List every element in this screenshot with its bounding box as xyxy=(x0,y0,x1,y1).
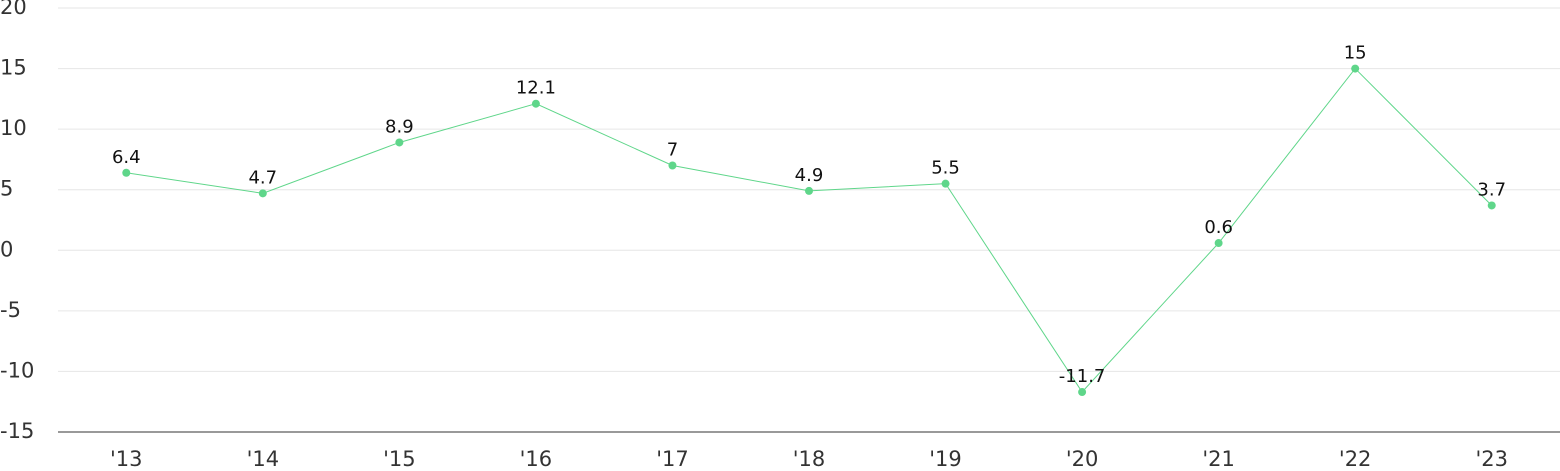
y-tick-label: 20 xyxy=(0,0,27,19)
data-label: 5.5 xyxy=(931,158,960,179)
y-tick-label: 15 xyxy=(0,56,27,80)
x-tick-label: '18 xyxy=(793,447,826,471)
data-label: -11.7 xyxy=(1059,366,1106,387)
x-tick-label: '17 xyxy=(656,447,689,471)
y-tick-label: -5 xyxy=(0,298,21,322)
point xyxy=(122,168,131,177)
point xyxy=(395,138,404,147)
data-label: 0.6 xyxy=(1204,217,1233,238)
data-label: 3.7 xyxy=(1477,179,1506,200)
x-tick-label: '22 xyxy=(1339,447,1372,471)
point xyxy=(941,179,950,188)
point xyxy=(258,189,267,198)
data-label: 4.7 xyxy=(248,167,277,188)
point xyxy=(805,186,813,195)
x-tick-label: '23 xyxy=(1475,447,1508,471)
y-tick-label: -10 xyxy=(0,358,34,382)
x-tick-label: '21 xyxy=(1202,447,1235,471)
point xyxy=(1214,239,1223,248)
data-label: 12.1 xyxy=(516,78,556,99)
y-tick-label: 10 xyxy=(0,116,27,140)
point xyxy=(668,161,677,170)
data-label: 15 xyxy=(1344,43,1367,64)
x-tick-label: '16 xyxy=(520,447,553,471)
y-tick-label: -15 xyxy=(0,419,34,443)
data-label: 7 xyxy=(667,139,678,160)
data-label: 6.4 xyxy=(112,147,141,168)
x-tick-label: '14 xyxy=(247,447,280,471)
y-tick-label: 5 xyxy=(0,177,13,201)
data-label: 4.9 xyxy=(795,165,824,186)
point xyxy=(1487,201,1496,210)
x-tick-label: '20 xyxy=(1066,447,1099,471)
x-tick-label: '19 xyxy=(929,447,962,471)
line xyxy=(126,67,1493,393)
data-label: 8.9 xyxy=(385,116,414,137)
point xyxy=(1351,64,1360,73)
x-tick-label: '13 xyxy=(110,447,143,471)
x-tick-label: '15 xyxy=(383,447,416,471)
point xyxy=(531,99,540,108)
point xyxy=(1078,388,1087,397)
y-tick-label: 0 xyxy=(0,237,13,261)
